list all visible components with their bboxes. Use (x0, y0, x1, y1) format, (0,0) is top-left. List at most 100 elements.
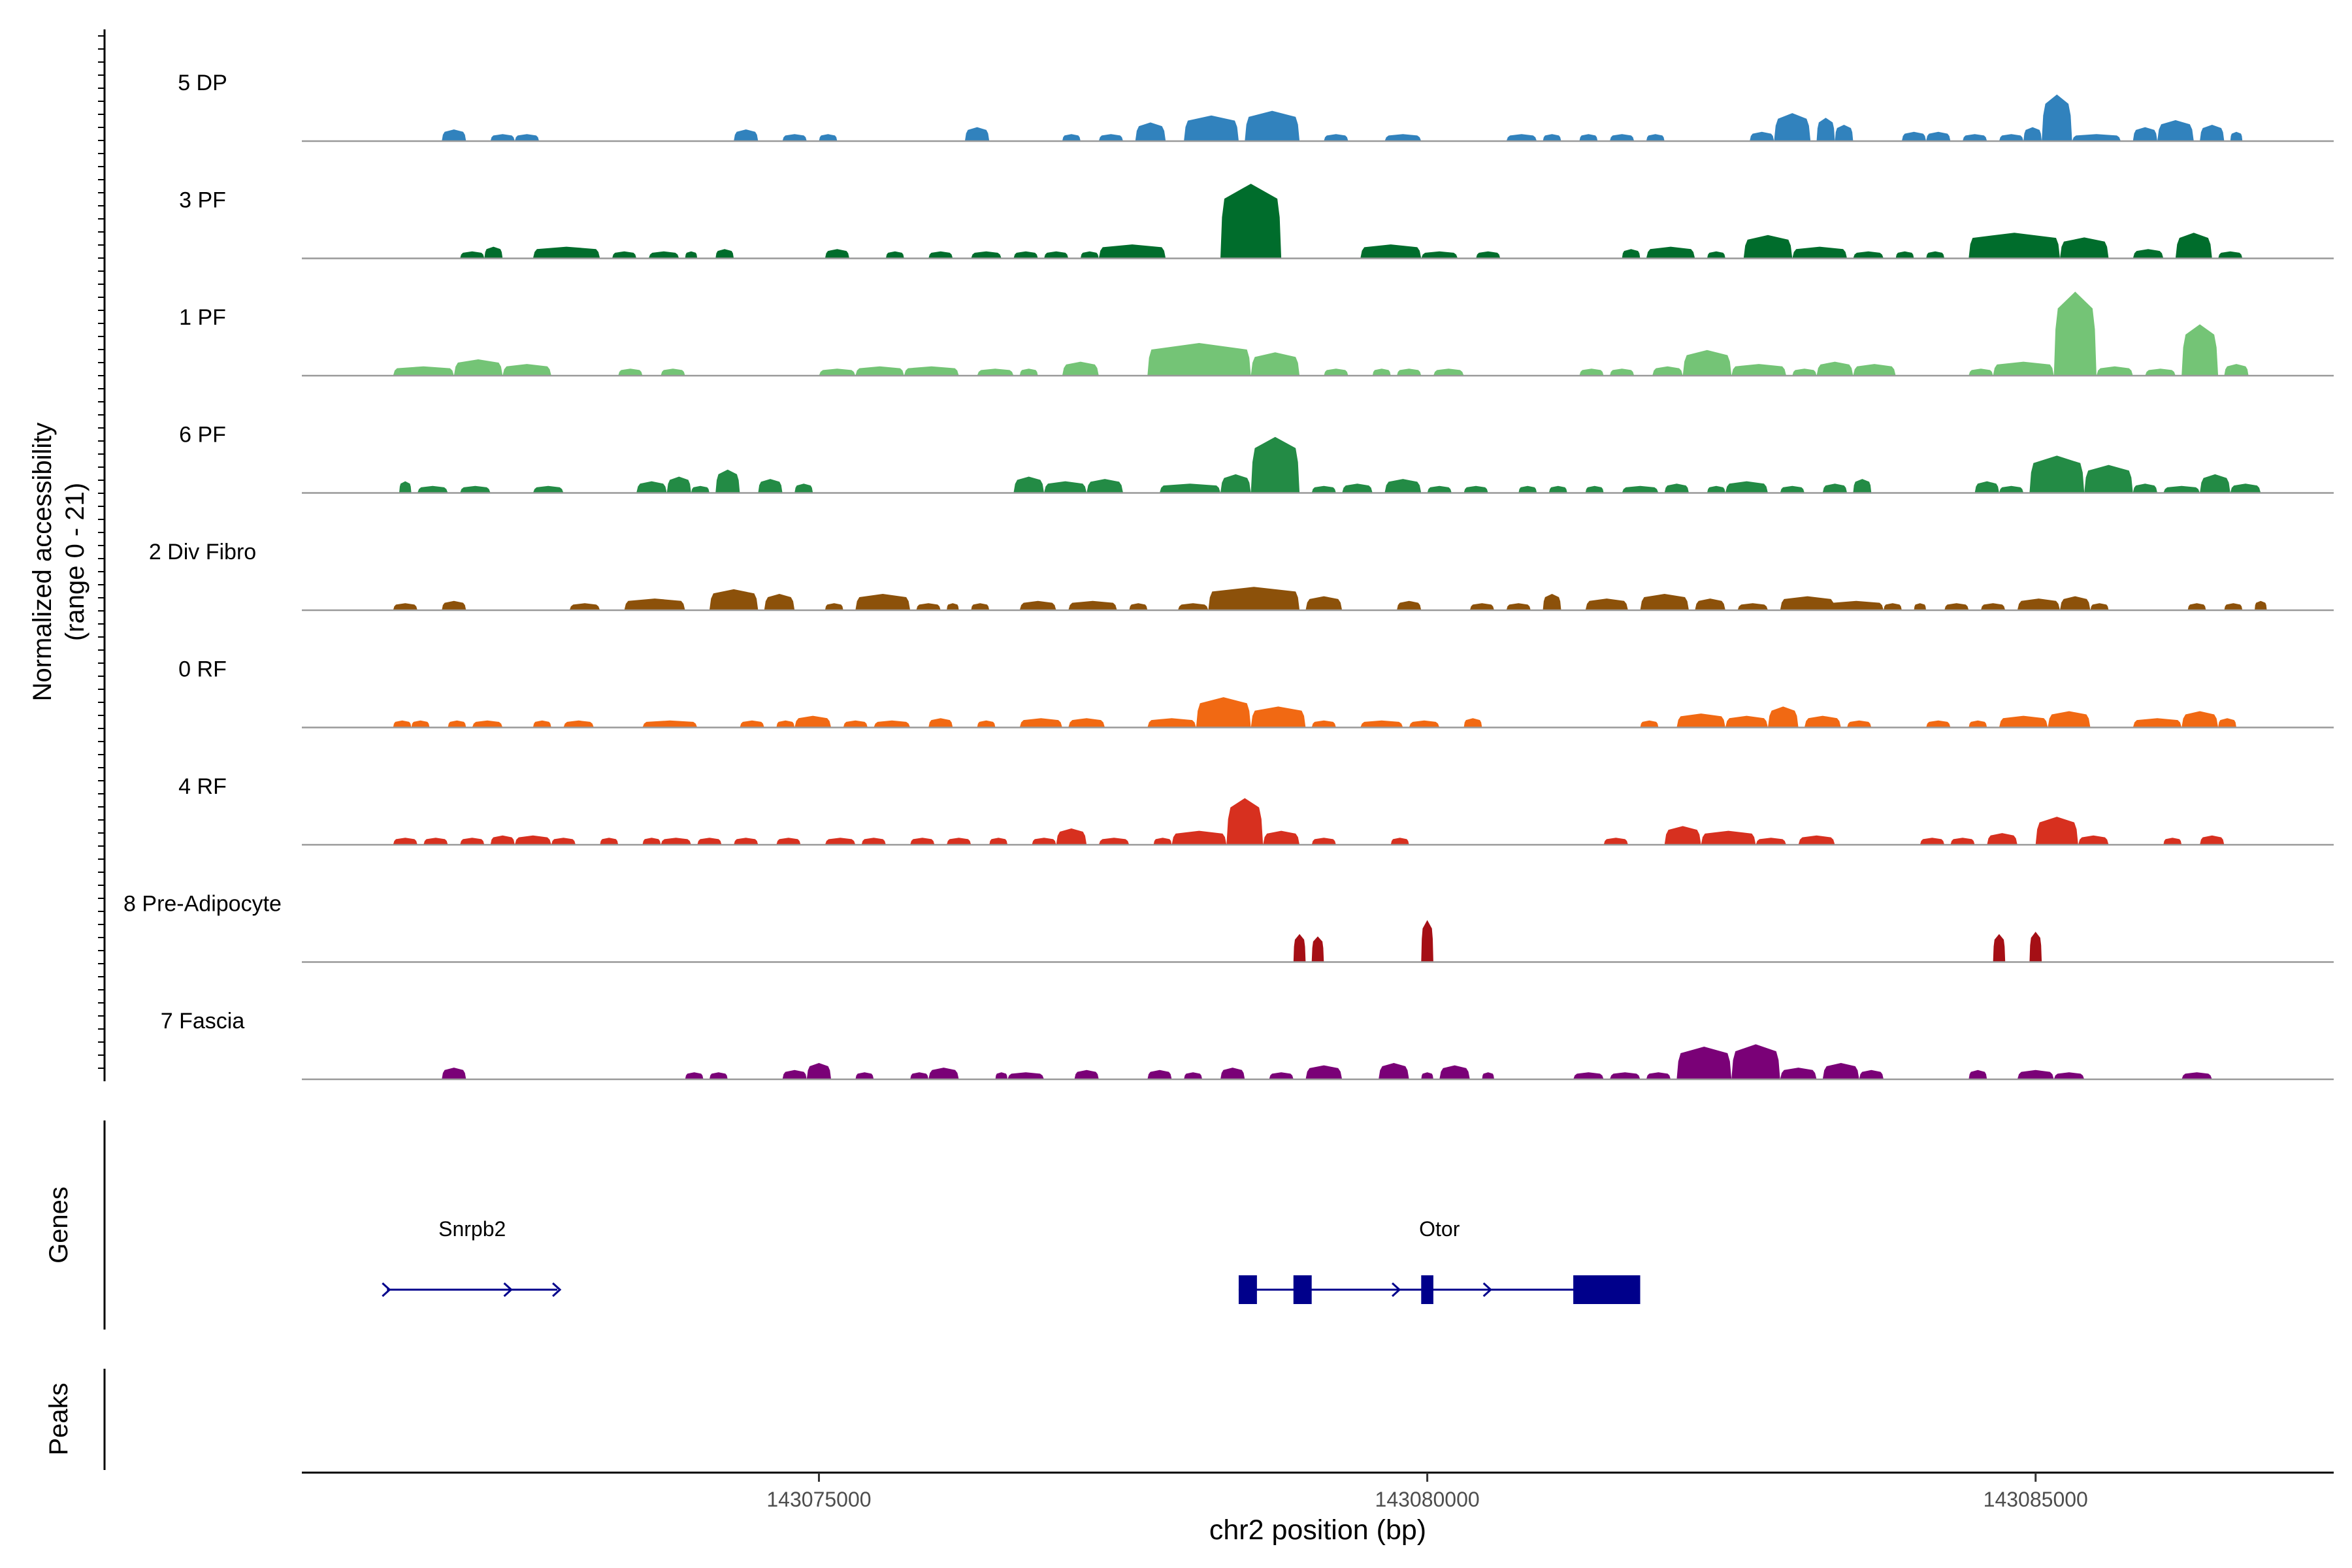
coverage-peak (1463, 485, 1488, 493)
coverage-peak (1305, 1065, 1343, 1079)
gene-annotation-track: Snrpb2 Otor (382, 1217, 1641, 1304)
strand-arrow (1482, 1282, 1492, 1298)
coverage-peak (563, 720, 594, 728)
coverage-peak (1682, 350, 1732, 376)
coverage-peak (910, 838, 935, 845)
coverage-peak (1135, 122, 1166, 141)
coverage-peak (1914, 603, 1927, 610)
coverage-peak (661, 368, 685, 376)
coverage-peak (2053, 1072, 2085, 1079)
coverage-peak (1384, 134, 1422, 141)
coverage-peak (1311, 936, 1324, 962)
coverage-peak (1342, 483, 1373, 493)
genes-axis-label: Genes (44, 1186, 73, 1264)
coverage-peak (2017, 598, 2060, 610)
coverage-peak (448, 720, 466, 728)
coverage-peak (1756, 838, 1786, 845)
track-2-div-fibro: 2 Div Fibro (149, 540, 2334, 612)
coverage-peak (453, 359, 503, 376)
coverage-peak (1397, 368, 1422, 376)
coverage-peak (532, 246, 600, 259)
coverage-peak (411, 720, 430, 728)
coverage-peak (1780, 1068, 1817, 1079)
coverage-peak (1622, 485, 1659, 493)
coverage-peak (1506, 603, 1531, 610)
coverage-peak (1056, 828, 1087, 845)
coverage-peak (947, 603, 959, 610)
coverage-peak (1098, 134, 1123, 141)
coverage-peak (1652, 366, 1683, 376)
gene-otor: Otor (1238, 1217, 1641, 1304)
coverage-peak (532, 485, 564, 493)
coverage-peak (1884, 603, 1902, 610)
coverage-peak (2084, 465, 2133, 493)
coverage-peak (995, 1072, 1008, 1079)
coverage-peak (666, 476, 691, 493)
coverage-peak (2132, 249, 2164, 259)
coverage-peak (1603, 838, 1628, 845)
track-0-rf: 0 RF (178, 657, 2334, 728)
coverage-peak (1390, 838, 1409, 845)
coverage-peak (1798, 835, 1835, 845)
coverage-peak (825, 603, 843, 610)
coverage-peak (442, 600, 466, 610)
coverage-peak (399, 481, 412, 493)
x-tick-label: 143075000 (766, 1488, 871, 1511)
coverage-peak (1220, 1068, 1245, 1079)
coverage-peak (1379, 1063, 1409, 1079)
coverage-peak (2060, 237, 2109, 259)
coverage-peak (1409, 720, 1440, 728)
track-label: 5 DP (178, 71, 227, 95)
coverage-peak (794, 483, 813, 493)
coverage-peak (460, 838, 485, 845)
coverage-peak (928, 251, 953, 259)
coverage-peak (1926, 251, 1945, 259)
coverage-peak (1311, 838, 1336, 845)
gene-label: Snrpb2 (438, 1217, 506, 1241)
coverage-peak (1543, 594, 1561, 610)
coverage-peak (2053, 291, 2097, 376)
coverage-peak (806, 1063, 832, 1079)
coverage-peak (2200, 835, 2225, 845)
coverage-peak (2132, 718, 2182, 728)
coverage-peak (1999, 715, 2048, 728)
coverage-peak (1184, 115, 1239, 141)
coverage-peak (1372, 368, 1391, 376)
coverage-peak (618, 368, 643, 376)
coverage-peak (885, 251, 904, 259)
coverage-peak (1305, 596, 1343, 610)
y-axis-label-line2: (range 0 - 21) (61, 483, 90, 641)
coverage-peak (1695, 598, 1725, 610)
coverage-peak (1974, 481, 1999, 493)
coverage-peak (1640, 720, 1659, 728)
coverage-peak (776, 720, 795, 728)
coverage-peak (1999, 134, 2024, 141)
track-6-pf: 6 PF (179, 423, 2334, 494)
coverage-peak (1774, 113, 1811, 141)
coverage-peak (1993, 361, 2054, 376)
coverage-peak (715, 469, 740, 493)
coverage-peak (1853, 479, 1872, 493)
coverage-peak (642, 720, 698, 728)
coverage-peak (1750, 131, 1774, 141)
coverage-peak (569, 603, 600, 610)
coverage-peak (2023, 127, 2042, 141)
coverage-peak (1622, 249, 1641, 259)
coverage-peak (502, 364, 551, 376)
coverage-peak (1019, 600, 1056, 610)
coverage-peak (1780, 596, 1835, 610)
coverage-peak (2187, 603, 2206, 610)
coverage-peak (1816, 118, 1835, 141)
coverage-peak (1220, 184, 1282, 259)
coverage-peak (2224, 364, 2249, 376)
coverage-peak (1987, 833, 2017, 845)
coverage-peak (1853, 364, 1896, 376)
coverage-peak (1609, 1072, 1641, 1079)
coverage-peak (1835, 125, 1854, 141)
coverage-peak (1062, 361, 1099, 376)
coverage-peak (2132, 127, 2157, 141)
coverage-peak (1664, 826, 1701, 845)
coverage-peak (1129, 603, 1148, 610)
coverage-peak (715, 249, 734, 259)
